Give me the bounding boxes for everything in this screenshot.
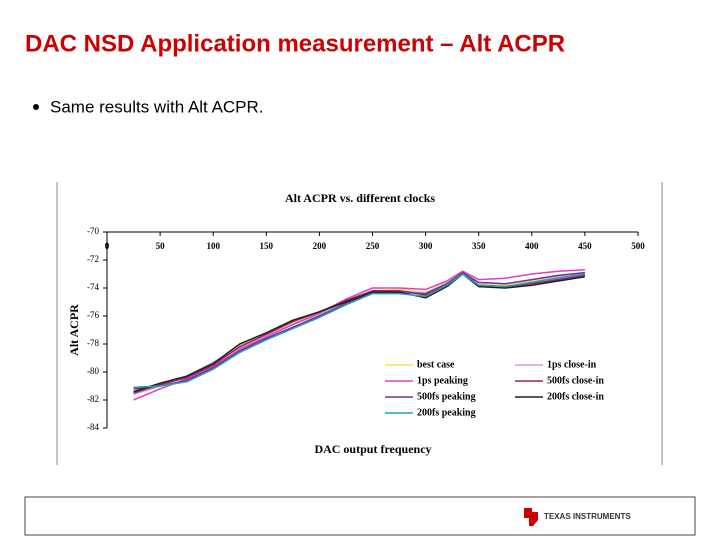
legend-label: 500fs peaking — [417, 391, 476, 402]
x-tick-label: 350 — [472, 241, 486, 251]
x-tick-label: 500 — [631, 241, 645, 251]
x-tick-label: 200 — [313, 241, 327, 251]
x-tick-label: 250 — [366, 241, 380, 251]
y-tick-label: -82 — [87, 394, 99, 404]
x-tick-label: 50 — [156, 241, 166, 251]
series-line — [133, 273, 586, 389]
x-tick-label: 300 — [419, 241, 433, 251]
y-tick-label: -72 — [87, 254, 99, 264]
legend-label: 200fs peaking — [417, 407, 476, 418]
y-tick-label: -76 — [87, 310, 99, 320]
slide-title: DAC NSD Application measurement – Alt AC… — [25, 30, 565, 57]
bullet-text: Same results with Alt ACPR. — [50, 97, 264, 116]
y-axis-label: Alt ACPR — [67, 304, 81, 356]
legend-label: 500fs close-in — [547, 375, 604, 386]
y-tick-label: -84 — [87, 422, 99, 432]
x-tick-label: 0 — [105, 241, 110, 251]
x-tick-label: 450 — [578, 241, 592, 251]
logo-icon — [524, 508, 538, 526]
chart-title: Alt ACPR vs. different clocks — [285, 191, 435, 205]
logo-text: TEXAS INSTRUMENTS — [544, 512, 631, 521]
legend-label: best case — [417, 359, 455, 370]
x-tick-label: 100 — [206, 241, 220, 251]
series-line — [133, 269, 585, 401]
series-line — [133, 273, 586, 393]
y-tick-label: -78 — [87, 338, 99, 348]
x-tick-label: 150 — [260, 241, 274, 251]
footer-box — [24, 496, 696, 536]
legend-label: 1ps peaking — [417, 375, 468, 386]
legend-box — [385, 355, 630, 425]
x-axis-label: DAC output frequency — [314, 442, 431, 456]
legend-label: 200fs close-in — [547, 391, 604, 402]
x-tick-label: 400 — [525, 241, 539, 251]
y-tick-label: -74 — [87, 282, 99, 292]
y-tick-label: -80 — [87, 366, 99, 376]
bullet-dot — [33, 104, 39, 110]
legend-label: 1ps close-in — [547, 359, 597, 370]
y-tick-label: -70 — [87, 226, 99, 236]
